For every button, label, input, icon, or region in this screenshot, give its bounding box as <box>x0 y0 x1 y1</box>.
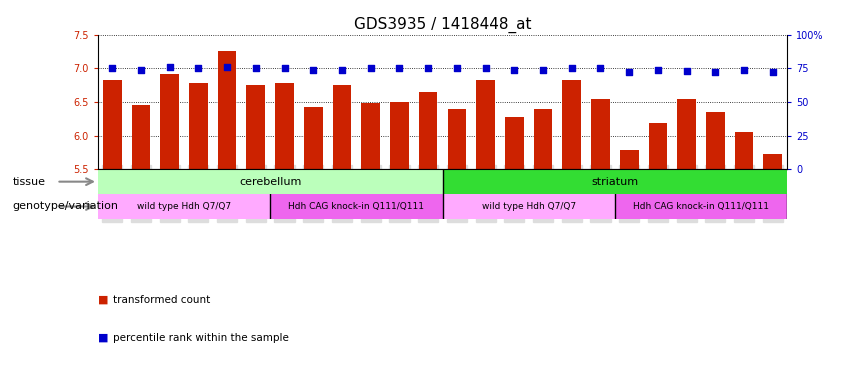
Point <box>479 65 493 71</box>
Bar <box>103 80 122 169</box>
Text: tissue: tissue <box>13 177 46 187</box>
Bar <box>734 132 753 169</box>
Point <box>565 65 579 71</box>
Bar <box>160 74 179 169</box>
Bar <box>477 80 495 169</box>
Bar <box>390 102 408 169</box>
Bar <box>448 109 466 169</box>
Bar <box>443 194 614 219</box>
Point <box>766 69 780 75</box>
Text: wild type Hdh Q7/Q7: wild type Hdh Q7/Q7 <box>482 202 576 211</box>
Bar <box>247 85 266 169</box>
Bar <box>443 169 787 194</box>
Text: cerebellum: cerebellum <box>239 177 301 187</box>
Bar <box>677 99 696 169</box>
Bar <box>620 151 638 169</box>
Text: Hdh CAG knock-in Q111/Q111: Hdh CAG knock-in Q111/Q111 <box>288 202 425 211</box>
Point <box>709 69 722 75</box>
Point <box>277 65 291 71</box>
Bar <box>419 92 437 169</box>
Point <box>421 65 435 71</box>
Bar <box>271 194 443 219</box>
Point <box>249 65 263 71</box>
Point <box>364 65 378 71</box>
Bar <box>534 109 552 169</box>
Bar <box>189 83 208 169</box>
Bar <box>591 99 610 169</box>
Point <box>134 66 148 73</box>
Bar <box>304 107 323 169</box>
Bar <box>563 80 581 169</box>
Point <box>306 66 320 73</box>
Bar <box>218 51 237 169</box>
Bar <box>505 117 523 169</box>
Title: GDS3935 / 1418448_at: GDS3935 / 1418448_at <box>354 17 531 33</box>
Text: wild type Hdh Q7/Q7: wild type Hdh Q7/Q7 <box>137 202 231 211</box>
Bar <box>132 105 151 169</box>
Point <box>163 64 176 70</box>
Bar <box>648 124 667 169</box>
Point <box>392 65 406 71</box>
Point <box>536 66 550 73</box>
Point <box>737 66 751 73</box>
Text: ■: ■ <box>98 333 108 343</box>
Point <box>594 65 608 71</box>
Bar <box>614 194 787 219</box>
Text: striatum: striatum <box>591 177 638 187</box>
Bar <box>98 169 443 194</box>
Point <box>191 65 205 71</box>
Point <box>106 65 119 71</box>
Point <box>651 66 665 73</box>
Point <box>220 64 234 70</box>
Point <box>450 65 464 71</box>
Text: transformed count: transformed count <box>113 295 210 305</box>
Point <box>622 69 636 75</box>
Bar <box>275 83 294 169</box>
Bar <box>763 154 782 169</box>
Bar <box>98 194 271 219</box>
Bar <box>706 112 725 169</box>
Bar <box>333 85 351 169</box>
Text: ■: ■ <box>98 295 108 305</box>
Text: percentile rank within the sample: percentile rank within the sample <box>113 333 289 343</box>
Point <box>680 68 694 74</box>
Point <box>507 66 521 73</box>
Point <box>335 66 349 73</box>
Text: Hdh CAG knock-in Q111/Q111: Hdh CAG knock-in Q111/Q111 <box>633 202 769 211</box>
Text: genotype/variation: genotype/variation <box>13 202 119 212</box>
Bar <box>362 103 380 169</box>
